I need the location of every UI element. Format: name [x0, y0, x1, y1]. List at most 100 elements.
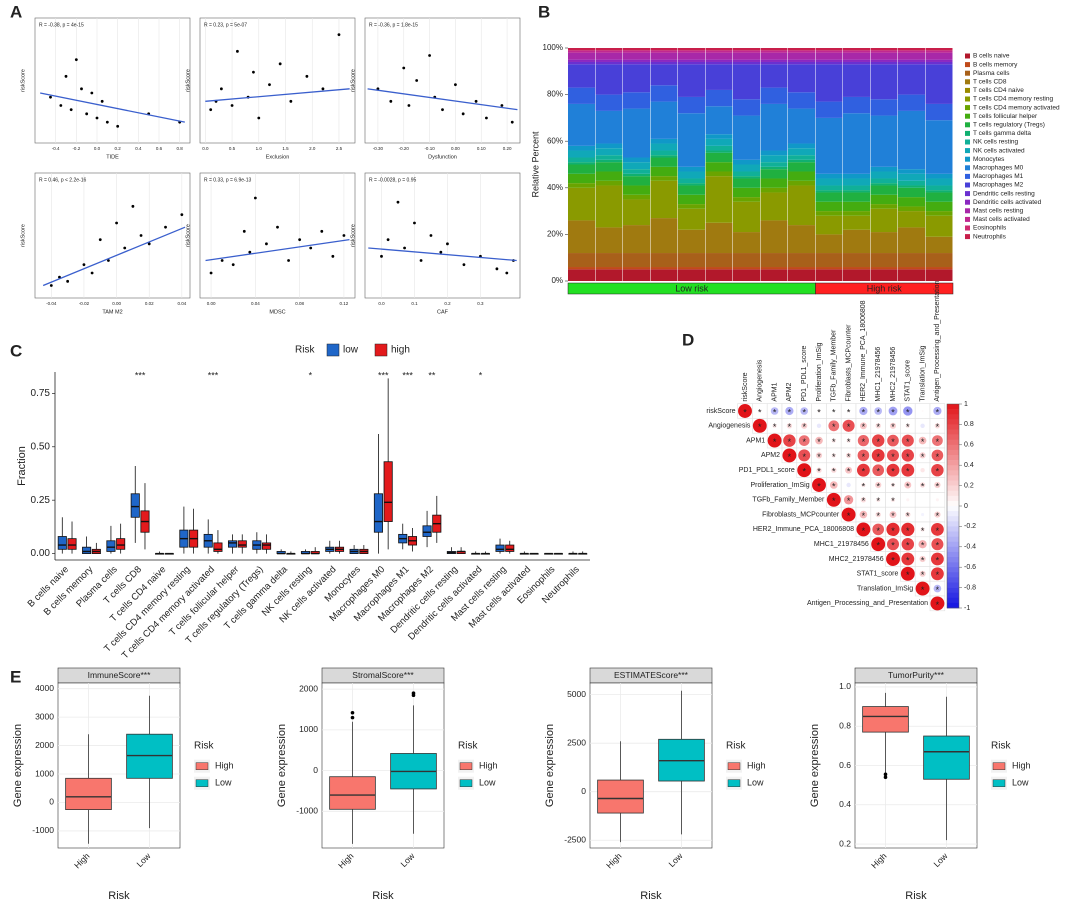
legend-key: [992, 762, 1006, 770]
bar-segment: [595, 185, 623, 228]
bar-segment: [650, 61, 678, 65]
x-axis-title: Exclusion: [266, 154, 290, 160]
correlation-circle: [800, 407, 809, 415]
correlation-circle: [758, 409, 762, 413]
legend-label: Low: [215, 778, 232, 788]
significance: *: [802, 437, 806, 447]
colorbar-label: -1: [964, 605, 970, 612]
bar-segment: [595, 50, 623, 53]
colorbar-step: [947, 449, 959, 456]
point: [428, 54, 431, 57]
bar-segment: [595, 253, 623, 268]
bar-segment: [898, 185, 925, 188]
significance: *: [906, 452, 910, 462]
x-tick-label: -0.10: [424, 146, 435, 151]
point: [403, 246, 406, 250]
bar-segment: [650, 85, 678, 102]
legend-key: [459, 779, 473, 787]
bar-segment: [733, 50, 760, 53]
significance: *: [862, 467, 866, 477]
x-tick-label: 0.02: [145, 301, 154, 306]
bar-segment: [788, 48, 815, 51]
x-tick-label: 0.0: [202, 146, 209, 151]
significance: **: [428, 370, 436, 380]
colorbar-step: [947, 409, 959, 415]
x-tick-label: High: [72, 851, 92, 871]
bar-segment: [788, 155, 815, 160]
correlation-circle: [901, 463, 915, 477]
bar-segment: [650, 155, 678, 158]
bar-segment: [898, 50, 925, 53]
legend-label: B cells memory: [973, 61, 1018, 68]
correlation-circle: [919, 452, 926, 459]
bar-segment: [733, 159, 760, 165]
correlation-circle: [901, 537, 915, 551]
correlation-circle: [801, 422, 808, 429]
bar-segment: [898, 52, 925, 60]
bar-segment: [678, 269, 705, 281]
bar-segment: [815, 190, 843, 193]
significance: *: [936, 452, 940, 462]
point: [180, 213, 184, 217]
correlation-circle: [905, 511, 911, 518]
correlation-circle: [932, 435, 943, 446]
significance: *: [817, 467, 821, 477]
bar-segment: [870, 253, 898, 268]
box: [373, 493, 383, 533]
point: [510, 120, 514, 124]
bar-segment: [650, 180, 678, 219]
correlation-circle: [890, 482, 896, 488]
significance: *: [817, 437, 821, 447]
box: [597, 779, 644, 814]
bar-segment: [843, 253, 870, 268]
significance: *: [847, 467, 851, 477]
bar-segment: [623, 253, 650, 268]
legend-label: T cells gamma delta: [973, 130, 1031, 137]
point: [337, 33, 341, 37]
x-tick-label: 0.12: [340, 301, 349, 306]
bar-segment: [870, 64, 898, 100]
legend-key: [965, 216, 970, 222]
bar-segment: [815, 173, 843, 179]
bar-segment: [760, 178, 788, 188]
fit-line: [367, 88, 518, 111]
point: [98, 238, 102, 242]
bar-segment: [595, 159, 623, 163]
correlation-circle: [901, 434, 914, 447]
significance: *: [876, 511, 880, 521]
significance: *: [876, 422, 880, 432]
bar-segment: [568, 162, 595, 165]
point: [485, 116, 488, 120]
significance: *: [847, 422, 851, 432]
significance: *: [773, 407, 777, 417]
bar-segment: [898, 253, 925, 268]
correlation-circle: [920, 468, 925, 473]
panel: [364, 172, 521, 299]
bar-segment: [650, 64, 678, 86]
legend-label: T cells CD4 memory activated: [973, 104, 1060, 111]
point: [257, 116, 261, 120]
y-tick-label: 0.4: [839, 799, 851, 809]
panel-label: A: [10, 2, 22, 21]
correlation-circle: [887, 434, 899, 447]
bar-segment: [678, 50, 705, 53]
correlation-circle: [930, 522, 944, 536]
y-axis-title: riskScore: [20, 69, 26, 92]
y-tick-label: 20%: [547, 230, 563, 239]
correlation-circle: [920, 527, 925, 532]
bar-segment: [568, 87, 595, 104]
legend-key: [965, 173, 970, 179]
significance: *: [891, 481, 895, 491]
x-tick-label: High: [604, 851, 624, 871]
significance: *: [832, 467, 836, 477]
correlation-circle: [846, 482, 851, 488]
legend-label: T cells CD8: [973, 79, 1007, 86]
bar-segment: [568, 150, 595, 158]
outlier: [883, 775, 888, 780]
significance: *: [906, 437, 910, 447]
bar-segment: [815, 211, 843, 216]
y-tick-label: 0.2: [839, 838, 851, 848]
bar-segment: [898, 267, 925, 270]
bar-segment: [705, 222, 733, 254]
box: [862, 706, 909, 733]
